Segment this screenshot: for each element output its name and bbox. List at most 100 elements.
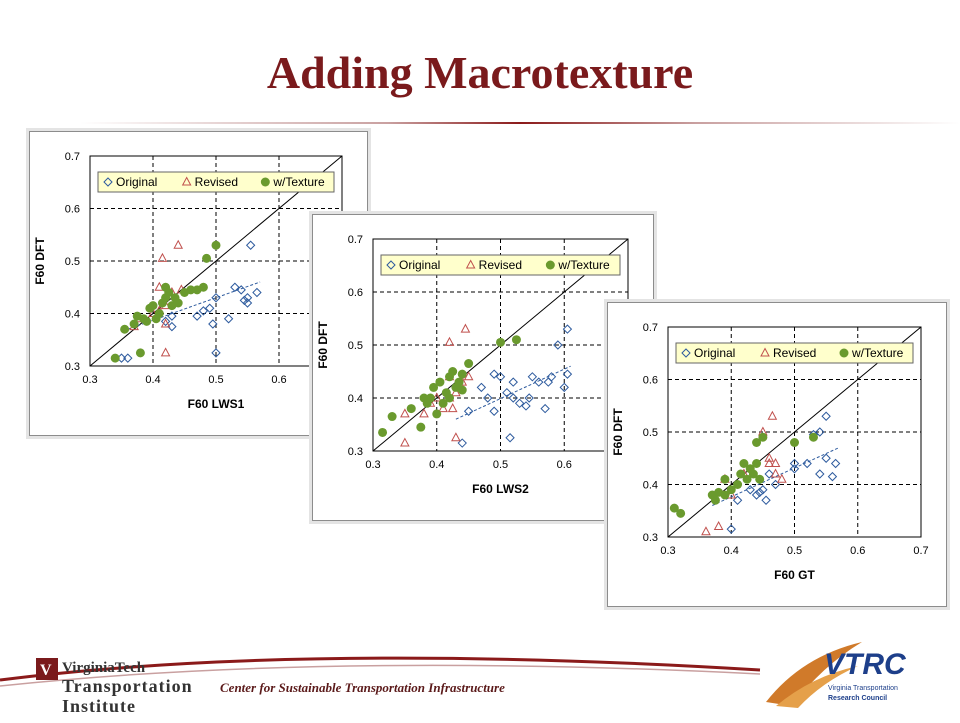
legend-marker [760, 347, 770, 357]
data-point-diamond [457, 438, 467, 448]
data-point-diamond [495, 372, 506, 382]
data-point-diamond [751, 490, 762, 500]
vt-line2: Transportation [62, 676, 193, 696]
data-point-circle [710, 495, 720, 505]
y-axis-label: F60 DFT [316, 321, 330, 369]
data-point-circle [198, 282, 208, 292]
data-point-diamond [524, 393, 534, 403]
y-tick-label: 0.7 [65, 151, 80, 163]
data-point-circle [432, 409, 442, 419]
data-point-triangle [767, 410, 778, 420]
slide-title: Adding Macrotexture [266, 47, 694, 98]
data-point-circle [496, 337, 505, 347]
data-point-diamond [521, 401, 531, 411]
y-axis-label: F60 DFT [33, 237, 47, 285]
data-point-diamond [562, 324, 573, 334]
x-axis-label: F60 LWS1 [188, 397, 245, 411]
data-point-triangle [400, 437, 410, 447]
data-point-diamond [245, 240, 256, 250]
data-point-circle [790, 438, 799, 447]
data-point-diamond [223, 314, 234, 324]
data-point-diamond [830, 458, 841, 469]
data-point-diamond [514, 398, 525, 409]
data-point-circle [211, 240, 221, 250]
virginia-tech-transportation-institute-logo: V VirginiaTech Transportation Institute [34, 652, 234, 718]
data-point-diamond [489, 406, 499, 416]
data-point-triangle [770, 457, 781, 467]
legend-label: Revised [479, 258, 522, 272]
data-point-diamond [252, 287, 262, 298]
data-point-circle [733, 480, 743, 489]
data-point-circle [142, 316, 152, 326]
data-point-circle [173, 298, 183, 308]
data-point-triangle [447, 403, 458, 413]
data-point-triangle [419, 408, 429, 418]
data-point-diamond [192, 311, 202, 321]
data-point-triangle [764, 457, 775, 467]
x-axis-label: F60 LWS2 [472, 482, 529, 496]
data-point-diamond [242, 293, 253, 303]
y-tick-label: 0.6 [65, 204, 80, 216]
data-point-diamond [827, 471, 838, 482]
legend-label: Original [399, 258, 440, 272]
x-tick-label: 0.6 [850, 545, 865, 557]
trend-line [455, 365, 571, 420]
data-point-diamond [167, 311, 177, 321]
data-point-circle [120, 324, 130, 334]
data-point-diamond [815, 427, 825, 437]
data-point-triangle [451, 432, 461, 442]
legend-label: Original [116, 175, 157, 189]
x-tick-label: 0.3 [365, 459, 380, 471]
data-point-diamond [770, 479, 781, 490]
y-tick-label: 0.4 [643, 480, 658, 492]
data-point-diamond [483, 393, 493, 403]
data-point-circle [445, 393, 454, 403]
data-point-circle [110, 353, 120, 363]
chart-panel-lws1: 0.3 0.4 0.5 0.6 0.3 0.4 0.5 0.6 0.7 Original Revis… [29, 131, 368, 436]
data-point-diamond [463, 406, 474, 416]
legend-label: Original [694, 346, 735, 360]
y-tick-label: 0.3 [643, 532, 658, 544]
vtrc-sub2: Research Council [828, 695, 887, 702]
data-point-triangle [701, 526, 711, 536]
data-point-circle [148, 301, 158, 311]
data-point-diamond [755, 487, 765, 498]
x-tick-label: 0.7 [913, 545, 928, 557]
legend-box [97, 171, 335, 193]
legend-label: Revised [773, 346, 816, 360]
data-point-circle [669, 503, 679, 513]
data-point-diamond [508, 393, 518, 403]
data-point-circle [435, 377, 445, 387]
data-point-circle [425, 393, 435, 403]
legend-marker [181, 176, 192, 186]
data-point-circle [752, 438, 762, 447]
data-point-triangle [160, 318, 171, 328]
chart-panel-gt: 0.3 0.4 0.5 0.6 0.7 0.3 0.4 0.5 0.6 0.7 Original Re… [607, 302, 947, 607]
data-point-triangle [460, 323, 471, 333]
data-point-diamond [242, 298, 253, 308]
data-point-diamond [562, 369, 573, 379]
svg-text:V: V [40, 662, 52, 679]
x-tick-label: 0.6 [271, 374, 286, 386]
data-point-circle [202, 253, 212, 263]
data-point-circle [448, 367, 458, 376]
data-point-circle [457, 369, 467, 379]
data-point-diamond [527, 372, 538, 382]
data-point-circle [135, 348, 145, 358]
data-point-diamond [198, 306, 209, 316]
legend-label: w/Texture [272, 175, 325, 189]
data-point-triangle [764, 452, 775, 462]
data-point-triangle [173, 239, 184, 249]
data-point-diamond [789, 458, 800, 469]
data-point-circle [742, 474, 752, 484]
x-tick-label: 0.3 [82, 374, 97, 386]
legend-box [380, 254, 621, 276]
data-point-circle [511, 335, 521, 345]
trend-line [712, 447, 839, 506]
data-point-circle [720, 474, 730, 484]
y-axis-label: F60 DFT [611, 408, 625, 456]
x-tick-label: 0.5 [208, 374, 223, 386]
data-point-triangle [451, 387, 461, 397]
y-tick-label: 0.3 [65, 361, 80, 373]
data-point-circle [454, 377, 464, 387]
